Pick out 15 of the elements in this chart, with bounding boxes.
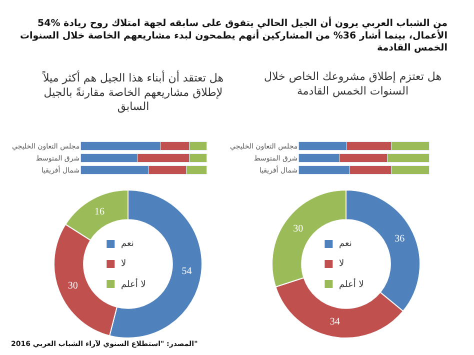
text: 54% من الشباب العربي يرون أن الجيل الحالي يتفوق على سابقه لجهة امتلاك روح ريادة الأعمال، بينما أشار 36% من المشاركين أنهم يطمحون لبدء مشاريعهم الخاصة خلال السنوات الخمس القادمة bbox=[20, 16, 448, 54]
legend-label: لا أعلم bbox=[121, 278, 146, 290]
chart-title: هل تعتقد أن أبناء هذا الجيل هم أكثر ميلاً لإطلاق مشاريعهم الخاصة مقارنةً بالجيل السابق bbox=[42, 70, 224, 114]
legend-label: لا bbox=[339, 259, 344, 269]
data-label: 54 bbox=[182, 266, 192, 277]
legend-label: نعم bbox=[121, 239, 134, 249]
data-label: 16 bbox=[94, 206, 104, 218]
data-label: 34 bbox=[330, 316, 340, 328]
legend-label: نعم bbox=[339, 239, 352, 249]
data-label: 36 bbox=[394, 233, 405, 244]
legend-label: لا bbox=[121, 259, 126, 269]
data-label: 30 bbox=[68, 280, 78, 292]
legend-label: لا أعلم bbox=[339, 278, 364, 290]
data-label: 30 bbox=[293, 224, 304, 235]
chart-title: هل تعتزم إطلاق مشروعك الخاص خلال السنوات الخمس القادمة bbox=[264, 70, 442, 98]
